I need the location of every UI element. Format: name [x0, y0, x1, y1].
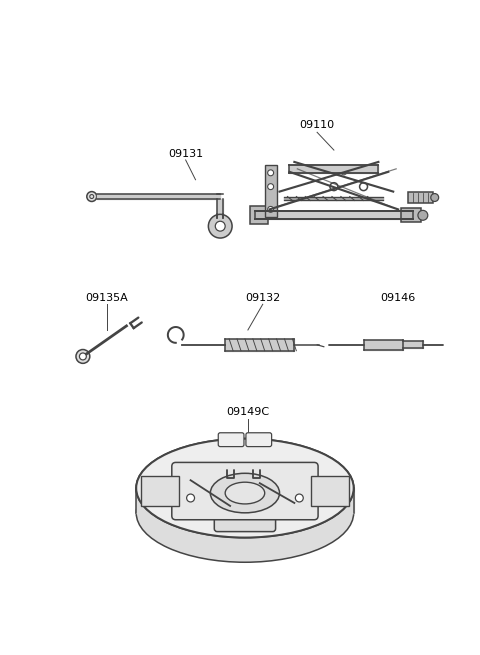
Text: 09110: 09110: [300, 121, 335, 130]
FancyBboxPatch shape: [172, 462, 318, 520]
Bar: [264, 165, 276, 217]
Circle shape: [295, 494, 303, 502]
Text: 09146: 09146: [381, 293, 416, 303]
Circle shape: [341, 169, 347, 175]
Circle shape: [187, 494, 194, 502]
Bar: [141, 476, 179, 506]
Bar: [408, 192, 433, 204]
Text: 09131: 09131: [168, 149, 203, 159]
Circle shape: [268, 183, 274, 189]
Circle shape: [79, 353, 86, 360]
Ellipse shape: [210, 474, 279, 513]
Circle shape: [76, 350, 90, 364]
FancyBboxPatch shape: [218, 433, 244, 447]
Ellipse shape: [136, 439, 354, 538]
Circle shape: [330, 183, 338, 191]
Text: 09149C: 09149C: [227, 407, 269, 417]
Text: 09132: 09132: [245, 293, 280, 303]
Ellipse shape: [136, 439, 354, 538]
FancyBboxPatch shape: [246, 433, 272, 447]
Circle shape: [208, 214, 232, 238]
Circle shape: [418, 210, 428, 220]
Circle shape: [216, 221, 225, 231]
FancyBboxPatch shape: [214, 508, 276, 532]
Bar: [311, 476, 349, 506]
Text: 09135A: 09135A: [85, 293, 128, 303]
Ellipse shape: [225, 482, 264, 504]
Circle shape: [431, 194, 439, 202]
Bar: [401, 208, 421, 222]
Circle shape: [360, 183, 368, 191]
Circle shape: [87, 192, 96, 202]
Bar: [250, 206, 268, 224]
Circle shape: [268, 170, 274, 176]
Circle shape: [268, 206, 274, 212]
Ellipse shape: [136, 463, 354, 562]
